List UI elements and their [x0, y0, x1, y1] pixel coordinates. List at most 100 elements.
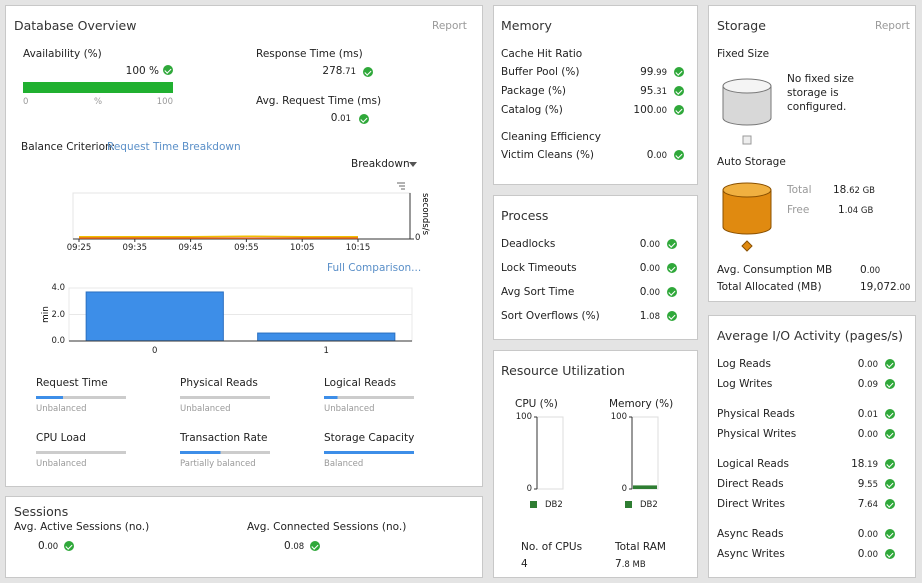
scale-label: 0 [23, 97, 29, 107]
label: Victim Cleans (%) [501, 149, 595, 161]
panel-title: Resource Utilization [501, 363, 625, 378]
balance-status: Balanced [324, 459, 364, 469]
resource-panel [493, 350, 698, 578]
label: Async Writes [717, 548, 785, 560]
panel-title: Storage [717, 18, 766, 33]
label: Avg Sort Time [501, 286, 575, 298]
bar [257, 332, 396, 342]
legend-label: DB2 [545, 500, 563, 510]
status-ok-icon [674, 150, 684, 160]
status-ok-icon [885, 429, 895, 439]
panel-title: Database Overview [14, 18, 137, 33]
value: 0.00 [38, 540, 59, 552]
legend-swatch [625, 501, 632, 508]
menu-icon [397, 182, 405, 190]
scale-label: % [93, 97, 103, 107]
panel-title: Process [501, 208, 549, 223]
label: Lock Timeouts [501, 262, 577, 274]
y-axis-title: seconds/s [420, 193, 430, 236]
label: Total Allocated (MB) [717, 281, 822, 293]
status-ok-icon [885, 409, 895, 419]
balance-name: Physical Reads [180, 377, 258, 389]
balance-name: Transaction Rate [180, 432, 268, 444]
value: 278.71 [322, 65, 356, 77]
value: 100 % [125, 65, 159, 77]
label: Avg. Connected Sessions (no.) [247, 521, 407, 533]
value: 0.00 [646, 149, 667, 161]
status-ok-icon [885, 379, 895, 389]
value: 4 [521, 558, 528, 570]
value: 0.00 [857, 428, 878, 440]
panel-title: Sessions [14, 504, 69, 519]
status-ok-icon [64, 541, 74, 551]
balance-track [180, 451, 270, 454]
fixed-storage-icon [722, 78, 772, 145]
value: 19,072.00 [860, 281, 911, 293]
x-tick-label: 10:15 [345, 243, 371, 253]
status-ok-icon [667, 239, 677, 249]
x-tick-label: 09:55 [234, 243, 259, 253]
balance-status: Partially balanced [180, 459, 256, 469]
status-ok-icon [885, 529, 895, 539]
status-ok-icon [363, 67, 373, 77]
balance-bar [36, 396, 63, 399]
y-tick-label: 0 [621, 484, 627, 494]
status-ok-icon [674, 67, 684, 77]
x-tick-label: 10:05 [289, 243, 315, 253]
full-comparison-link[interactable]: Full Comparison... [327, 262, 422, 274]
value: 0.00 [639, 286, 660, 298]
auto-storage-icon [722, 182, 772, 252]
sessions-panel [5, 496, 483, 578]
section-label: Cleaning Efficiency [501, 131, 601, 143]
x-tick-label: 0 [152, 346, 158, 356]
status-ok-icon [667, 287, 677, 297]
report-link[interactable]: Report [875, 20, 910, 32]
label: Availability (%) [23, 48, 102, 60]
balance-status: Unbalanced [36, 404, 87, 414]
status-ok-icon [885, 479, 895, 489]
label: Direct Reads [717, 478, 784, 490]
panel-title: Average I/O Activity (pages/s) [717, 328, 903, 343]
value: 18.19 [851, 458, 878, 470]
label: Avg. Consumption MB [717, 264, 833, 276]
value: 0.00 [639, 262, 660, 274]
gauge-bar [633, 485, 657, 489]
status-ok-icon [885, 459, 895, 469]
value: 0.01 [330, 112, 351, 124]
value: 0.01 [857, 408, 878, 420]
status-ok-icon [310, 541, 320, 551]
section-label: Cache Hit Ratio [501, 48, 583, 60]
value: 100.00 [633, 104, 667, 116]
y-axis-title: min [41, 306, 51, 323]
legend-label: DB2 [640, 500, 658, 510]
label: Physical Reads [717, 408, 795, 420]
value: 7.8 MB [615, 558, 646, 570]
availability-bar [23, 82, 173, 93]
gauge-label: Memory (%) [609, 398, 674, 410]
scale-label: 100 [156, 97, 173, 107]
value: 0.08 [284, 540, 305, 552]
report-link[interactable]: Report [432, 20, 467, 32]
status-ok-icon [885, 549, 895, 559]
balance-track [180, 396, 270, 399]
y-tick-label: 2.0 [51, 309, 65, 320]
y-tick-label: 4.0 [51, 283, 65, 293]
io-panel [708, 315, 916, 578]
label: Direct Writes [717, 498, 785, 510]
label: Deadlocks [501, 238, 556, 250]
dropdown-arrow [409, 162, 417, 167]
plot-area [72, 192, 411, 240]
status-ok-icon [674, 86, 684, 96]
label: Avg. Active Sessions (no.) [14, 521, 150, 533]
breakdown-dropdown[interactable]: Breakdown [351, 158, 410, 170]
label: Logical Reads [717, 458, 789, 470]
breakdown-link[interactable]: Request Time Breakdown [107, 141, 241, 153]
value: 0.00 [639, 238, 660, 250]
balance-bar [324, 396, 338, 399]
status-ok-icon [667, 263, 677, 273]
label: Catalog (%) [501, 104, 563, 116]
balance-status: Unbalanced [324, 404, 375, 414]
value: 1.04 GB [838, 204, 874, 216]
